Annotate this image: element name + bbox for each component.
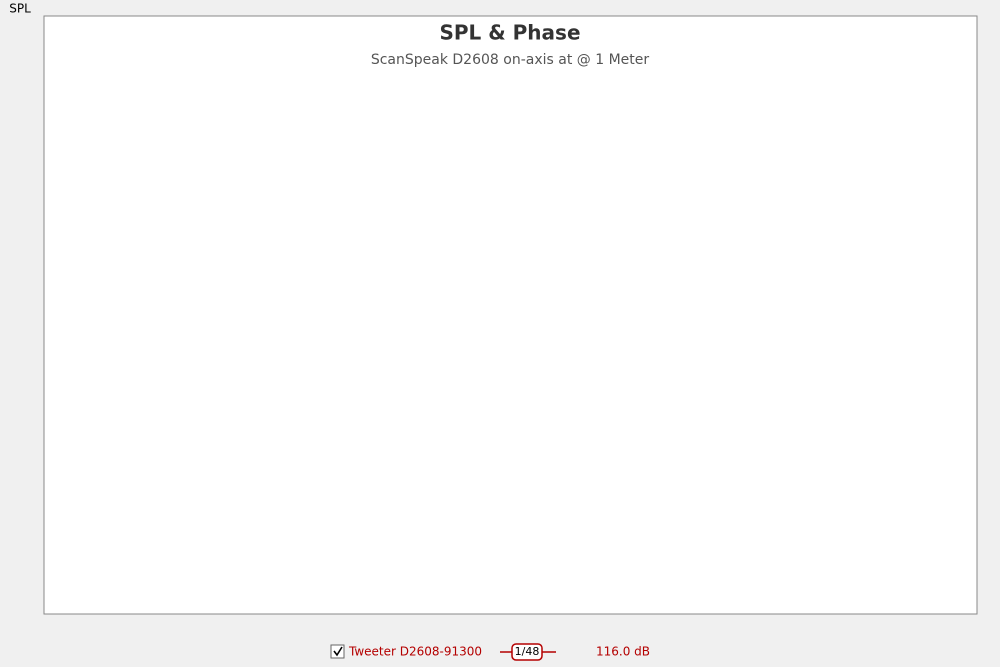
- chart-title: SPL & Phase: [439, 21, 580, 45]
- y-axis-label: SPL: [9, 2, 31, 16]
- plot-area: [43, 15, 978, 615]
- checkmark: [333, 646, 343, 657]
- legend-label: Tweeter D2608-91300: [348, 645, 482, 659]
- chart-subtitle: ScanSpeak D2608 on-axis at @ 1 Meter: [371, 52, 650, 68]
- checkbox[interactable]: [330, 644, 345, 659]
- smoothing-label: 1/48: [515, 645, 540, 658]
- readout: 116.0 dB: [596, 645, 650, 659]
- smoothing-box[interactable]: [511, 643, 543, 661]
